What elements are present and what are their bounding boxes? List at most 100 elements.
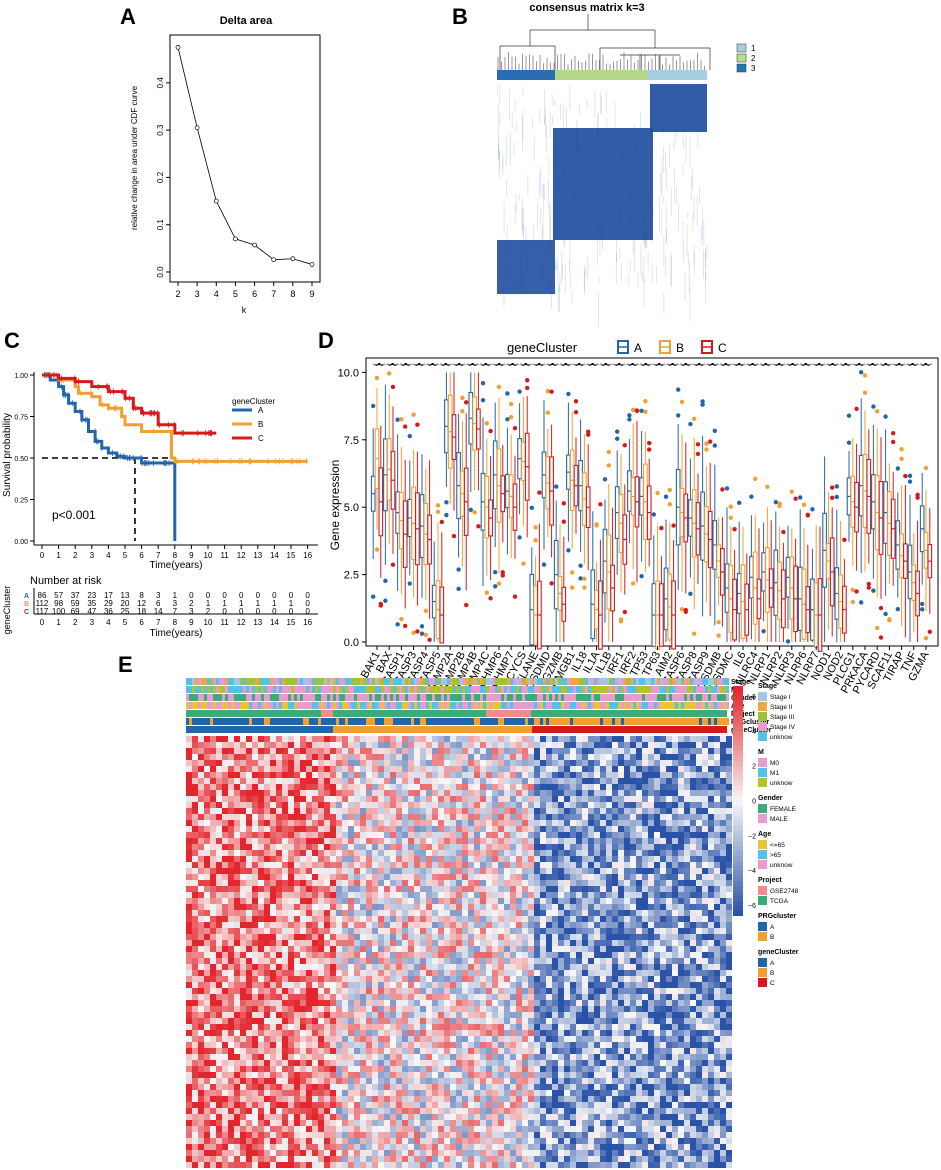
panel-e-heat-cell (264, 982, 270, 988)
panel-e-heat-cell (264, 1156, 270, 1162)
panel-b-speckle (580, 233, 582, 241)
panel-e-heat-cell (330, 1096, 336, 1102)
panel-e-heat-cell (270, 928, 276, 934)
panel-e-track-cell (306, 718, 309, 725)
panel-e-heat-cell (378, 844, 384, 850)
panel-e-heat-cell (204, 868, 210, 874)
panel-b-speckle (600, 97, 602, 113)
panel-e-heat-cell (360, 760, 366, 766)
panel-e-track-cell (417, 678, 420, 685)
panel-e-heat-cell (252, 904, 258, 910)
panel-e-heat-cell (336, 1054, 342, 1060)
panel-e-heat-cell (246, 1114, 252, 1120)
panel-e-track-cell (618, 686, 621, 693)
panel-e-track-cell (417, 694, 420, 701)
panel-e-heat-cell (246, 796, 252, 802)
panel-e-track-cell (681, 702, 684, 709)
panel-e-heat-cell (216, 892, 222, 898)
panel-e-heat-cell (216, 1048, 222, 1054)
panel-e-heat-cell (222, 1138, 228, 1144)
panel-e-heat-cell (294, 1126, 300, 1132)
panel-e-heat-cell (342, 838, 348, 844)
panel-e-heat-cell (186, 904, 192, 910)
panel-e-heat-cell (318, 778, 324, 784)
panel-e-heat-cell (252, 880, 258, 886)
panel-e-heat-cell (306, 1030, 312, 1036)
panel-e-track-cell (261, 718, 264, 725)
panel-e-heat-cell (384, 856, 390, 862)
panel-e-track-cell (549, 686, 552, 693)
panel-e-heat-cell (378, 814, 384, 820)
panel-b-speckle (629, 209, 630, 228)
panel-e-heat-cell (408, 868, 414, 874)
panel-e-heat-cell (186, 1162, 192, 1168)
panel-e-track-cell (711, 694, 714, 701)
panel-e-heat-cell (300, 1006, 306, 1012)
panel-e-heat-cell (336, 976, 342, 982)
panel-e-heat-cell (312, 856, 318, 862)
panel-e-heat-cell (300, 802, 306, 808)
panel-e-heat-cell (246, 958, 252, 964)
panel-e-track-cell (360, 694, 363, 701)
panel-e-heat-cell (354, 766, 360, 772)
panel-e-heat-cell (234, 766, 240, 772)
panel-e-heat-cell (312, 772, 318, 778)
panel-e-heat-cell (396, 1084, 402, 1090)
panel-e-heat-cell (384, 892, 390, 898)
panel-e-heat-cell (198, 922, 204, 928)
panel-e-heat-cell (228, 820, 234, 826)
panel-e-heat-cell (294, 862, 300, 868)
panel-e-heat-cell (210, 856, 216, 862)
panel-e-heat-cell (324, 1042, 330, 1048)
panel-b-speckle (629, 260, 631, 271)
panel-e-heat-cell (276, 1054, 282, 1060)
panel-e-track-cell (258, 678, 261, 685)
panel-e-heat-cell (312, 1084, 318, 1090)
panel-a-point (194, 125, 200, 131)
panel-e-heat-cell (330, 1132, 336, 1138)
panel-e-heat-cell (276, 934, 282, 940)
panel-e-heat-cell (378, 880, 384, 886)
panel-e-heat-cell (318, 904, 324, 910)
panel-e-heat-cell (204, 1066, 210, 1072)
panel-e-heat-cell (408, 844, 414, 850)
panel-e-heat-cell (336, 1150, 342, 1156)
panel-e-heat-cell (354, 754, 360, 760)
panel-e-heat-cell (288, 1024, 294, 1030)
panel-e-heat-cell (282, 1048, 288, 1054)
panel-e-track-cell (501, 694, 504, 701)
panel-e-heat-cell (246, 742, 252, 748)
panel-e-heat-cell (312, 742, 318, 748)
panel-e-heat-cell (348, 814, 354, 820)
panel-e-heat-cell (276, 808, 282, 814)
panel-e-track-cell (699, 678, 702, 685)
panel-e-heat-cell (312, 1150, 318, 1156)
panel-e-heat-cell (348, 1132, 354, 1138)
panel-e-track-cell (246, 694, 249, 701)
panel-e-heat-cell (246, 760, 252, 766)
panel-e-heat-cell (324, 1000, 330, 1006)
panel-e-heat-cell (276, 850, 282, 856)
panel-e-heat-cell (210, 1000, 216, 1006)
panel-b-speckle (616, 235, 617, 262)
panel-e-heat-cell (396, 772, 402, 778)
panel-e-track-cell (504, 678, 507, 685)
panel-e-heat-cell (306, 958, 312, 964)
panel-e-heat-cell (210, 964, 216, 970)
panel-e-track-cell (660, 718, 663, 725)
panel-e-heat-cell (222, 856, 228, 862)
panel-e-heat-cell (210, 1102, 216, 1108)
panel-e-track-cell (606, 678, 609, 685)
panel-b-speckle (542, 264, 544, 280)
panel-e-heat-cell (222, 736, 228, 742)
panel-e-heat-cell (234, 1000, 240, 1006)
panel-e-heat-cell (258, 1132, 264, 1138)
panel-e-track-cell (582, 694, 585, 701)
panel-b-speckle (514, 100, 516, 111)
panel-e-heat-cell (228, 1024, 234, 1030)
panel-e-track-cell (213, 702, 216, 709)
panel-e-heat-cell (258, 952, 264, 958)
panel-b-speckle (586, 100, 588, 108)
panel-e-heat-cell (396, 874, 402, 880)
